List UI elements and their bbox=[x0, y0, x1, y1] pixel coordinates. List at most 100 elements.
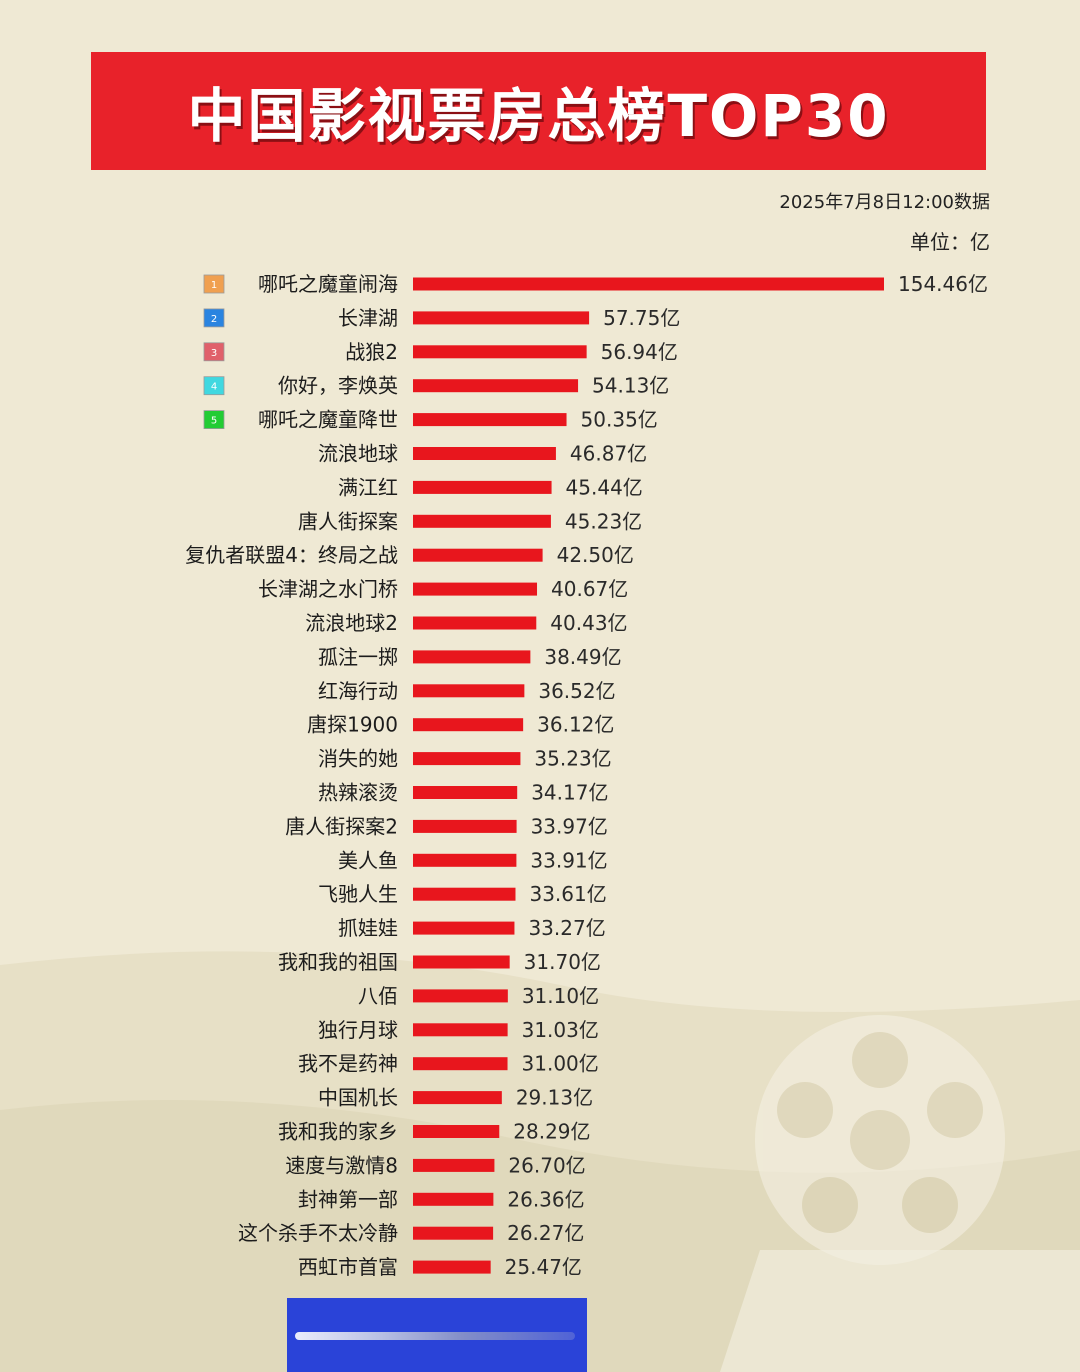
bar bbox=[413, 447, 556, 460]
category-label: 消失的她 bbox=[318, 747, 398, 771]
value-label: 33.27亿 bbox=[528, 916, 605, 940]
bar bbox=[413, 684, 525, 698]
value-label: 40.67亿 bbox=[551, 577, 628, 601]
value-label: 36.52亿 bbox=[538, 679, 615, 703]
rank-badge: 3 bbox=[203, 342, 225, 362]
category-label: 热辣滚烫 bbox=[318, 781, 398, 805]
bar bbox=[413, 379, 579, 393]
bar bbox=[413, 1226, 494, 1240]
value-label: 154.46亿 bbox=[898, 272, 988, 296]
rank-badge: 5 bbox=[203, 410, 225, 430]
bar bbox=[413, 582, 538, 596]
bar bbox=[413, 345, 587, 359]
bar bbox=[413, 1057, 508, 1071]
value-label: 33.97亿 bbox=[531, 814, 608, 838]
category-label: 红海行动 bbox=[318, 679, 398, 703]
category-label: 满江红 bbox=[338, 475, 398, 499]
category-label: 飞驰人生 bbox=[318, 882, 398, 906]
bar bbox=[413, 1192, 494, 1206]
value-label: 26.70亿 bbox=[508, 1153, 585, 1177]
value-label: 31.10亿 bbox=[522, 984, 599, 1008]
category-label: 长津湖 bbox=[338, 306, 398, 330]
category-label: 唐探1900 bbox=[307, 713, 398, 737]
bar bbox=[413, 989, 508, 1003]
category-label: 长津湖之水门桥 bbox=[258, 577, 398, 601]
category-label: 你好，李焕英 bbox=[278, 374, 398, 398]
bar bbox=[413, 786, 518, 799]
bar bbox=[413, 650, 531, 664]
value-label: 42.50亿 bbox=[557, 543, 634, 567]
value-label: 25.47亿 bbox=[505, 1255, 582, 1279]
bar bbox=[413, 718, 524, 732]
bar bbox=[413, 514, 551, 528]
bar bbox=[413, 955, 510, 969]
bar bbox=[413, 887, 516, 901]
value-label: 36.12亿 bbox=[537, 713, 614, 737]
bar bbox=[413, 853, 517, 867]
category-label: 抓娃娃 bbox=[338, 916, 398, 940]
category-label: 孤注一掷 bbox=[318, 645, 398, 669]
page-title: 中国影视票房总榜TOP30 bbox=[187, 82, 890, 150]
bar bbox=[413, 480, 552, 494]
data-date-note: 2025年7月8日12:00数据 bbox=[779, 192, 990, 213]
footer-banner bbox=[287, 1298, 587, 1372]
svg-text:4: 4 bbox=[211, 382, 217, 393]
rank-badge: 2 bbox=[203, 308, 225, 328]
category-label: 流浪地球 bbox=[318, 442, 398, 466]
svg-text:5: 5 bbox=[211, 416, 217, 427]
bar bbox=[413, 1260, 491, 1274]
film-reel-icon bbox=[755, 1015, 1005, 1265]
bar bbox=[413, 548, 543, 562]
category-label: 西虹市首富 bbox=[298, 1255, 398, 1279]
category-label: 战狼2 bbox=[345, 340, 398, 364]
category-label: 八佰 bbox=[358, 984, 398, 1008]
bar bbox=[413, 277, 884, 291]
category-label: 哪吒之魔童降世 bbox=[258, 408, 398, 432]
value-label: 28.29亿 bbox=[513, 1120, 590, 1144]
value-label: 26.36亿 bbox=[507, 1187, 584, 1211]
bar bbox=[413, 1091, 502, 1105]
rank-badge: 4 bbox=[203, 376, 225, 396]
bar bbox=[413, 413, 567, 427]
svg-text:3: 3 bbox=[211, 348, 217, 359]
value-label: 56.94亿 bbox=[601, 340, 678, 364]
category-label: 中国机长 bbox=[318, 1086, 398, 1110]
value-label: 45.23亿 bbox=[565, 509, 642, 533]
bar bbox=[413, 819, 517, 833]
bar bbox=[413, 1125, 500, 1138]
value-label: 33.91亿 bbox=[530, 848, 607, 872]
category-label: 唐人街探案2 bbox=[285, 814, 398, 838]
title-banner: 中国影视票房总榜TOP30 bbox=[91, 52, 986, 170]
value-label: 57.75亿 bbox=[603, 306, 680, 330]
category-label: 哪吒之魔童闹海 bbox=[258, 272, 398, 296]
value-label: 29.13亿 bbox=[516, 1086, 593, 1110]
category-label: 复仇者联盟4：终局之战 bbox=[185, 543, 398, 567]
bar bbox=[413, 921, 515, 935]
category-label: 流浪地球2 bbox=[305, 611, 398, 635]
value-label: 34.17亿 bbox=[531, 781, 608, 805]
category-label: 这个杀手不太冷静 bbox=[238, 1221, 398, 1245]
value-label: 31.03亿 bbox=[522, 1018, 599, 1042]
bar bbox=[413, 1023, 508, 1037]
svg-text:1: 1 bbox=[211, 280, 217, 291]
bar bbox=[413, 752, 521, 766]
value-label: 40.43亿 bbox=[550, 611, 627, 635]
category-label: 美人鱼 bbox=[338, 848, 398, 872]
category-label: 独行月球 bbox=[318, 1018, 398, 1042]
category-label: 唐人街探案 bbox=[298, 509, 398, 533]
category-label: 我和我的家乡 bbox=[278, 1120, 398, 1144]
bar bbox=[413, 616, 537, 630]
value-label: 35.23亿 bbox=[534, 747, 611, 771]
value-label: 31.70亿 bbox=[524, 950, 601, 974]
svg-text:2: 2 bbox=[211, 314, 217, 325]
value-label: 31.00亿 bbox=[522, 1052, 599, 1076]
value-label: 45.44亿 bbox=[566, 475, 643, 499]
value-label: 33.61亿 bbox=[529, 882, 606, 906]
value-label: 54.13亿 bbox=[592, 374, 669, 398]
value-label: 38.49亿 bbox=[544, 645, 621, 669]
footer-line bbox=[295, 1332, 575, 1340]
unit-note: 单位：亿 bbox=[910, 230, 990, 254]
bar bbox=[413, 1158, 495, 1172]
